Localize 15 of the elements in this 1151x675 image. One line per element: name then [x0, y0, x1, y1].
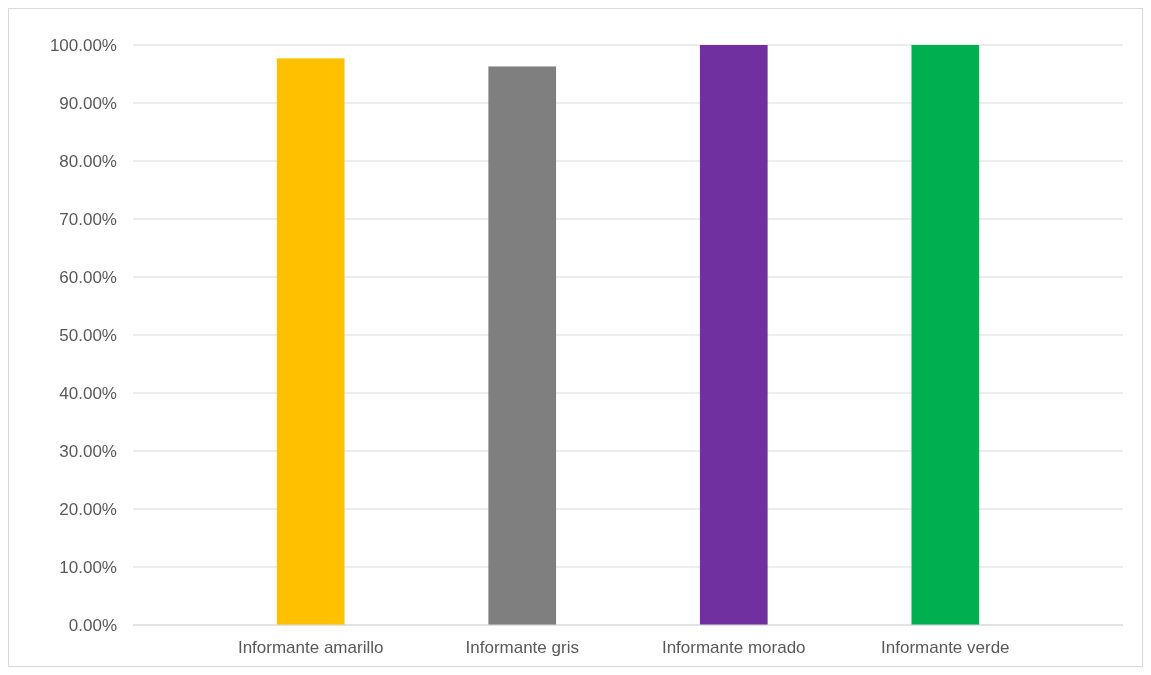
- y-tick-label: 80.00%: [59, 151, 117, 171]
- x-tick-label: Informante morado: [661, 638, 806, 657]
- y-tick-label: 60.00%: [59, 267, 117, 287]
- y-tick-label: 20.00%: [59, 499, 117, 519]
- y-tick-label: 90.00%: [59, 93, 117, 113]
- x-tick-label: Informante amarillo: [237, 638, 384, 657]
- x-tick-label: Informante verde: [881, 638, 1010, 657]
- y-tick-label: 30.00%: [59, 441, 117, 461]
- y-tick-label: 40.00%: [59, 383, 117, 403]
- y-tick-label: 70.00%: [59, 209, 117, 229]
- x-tick-label: Informante gris: [465, 638, 579, 657]
- y-tick-label: 0.00%: [68, 615, 117, 635]
- y-tick-label: 100.00%: [49, 35, 117, 55]
- y-tick-label: 10.00%: [59, 557, 117, 577]
- y-tick-label: 50.00%: [59, 325, 117, 345]
